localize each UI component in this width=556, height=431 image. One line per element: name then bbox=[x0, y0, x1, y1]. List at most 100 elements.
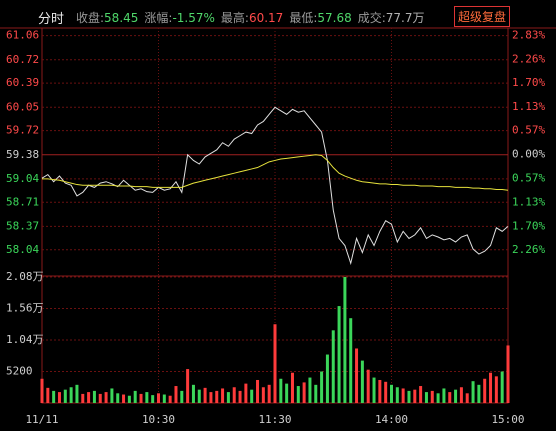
volume-bar bbox=[92, 390, 96, 403]
price-line bbox=[42, 154, 509, 191]
volume-bar bbox=[244, 383, 248, 403]
x-tick-label: 15:00 bbox=[491, 413, 524, 426]
volume-bar bbox=[46, 387, 50, 403]
volume-bar bbox=[162, 394, 166, 403]
volume-bar bbox=[238, 390, 242, 403]
quote-items: 收盘:58.45 涨幅:-1.57% 最高:60.17 最低:57.68 成交:77.7… bbox=[76, 9, 431, 26]
volume-bar bbox=[331, 330, 335, 403]
tab[interactable]: 分时 bbox=[38, 12, 65, 27]
replay-button[interactable]: 超级复盘 bbox=[454, 6, 511, 27]
volume-bar bbox=[174, 386, 178, 403]
volume-bar bbox=[436, 393, 440, 403]
volume-bar bbox=[290, 372, 294, 403]
y-tick-label: 58.71 bbox=[6, 195, 39, 208]
volume-bar bbox=[203, 387, 207, 403]
volume-bar bbox=[69, 387, 73, 403]
volume-bar bbox=[215, 390, 219, 403]
volume-bar bbox=[232, 387, 236, 403]
y2-tick-label: 1.13% bbox=[512, 195, 545, 208]
x-tick-label: 11:30 bbox=[258, 413, 291, 426]
y2-tick-label: 2.26% bbox=[512, 243, 545, 256]
volume-bar bbox=[378, 379, 382, 403]
quote-item: 涨幅:-1.57% bbox=[144, 11, 215, 25]
price-line bbox=[41, 106, 509, 266]
volume-bar bbox=[384, 381, 388, 403]
volume-bar bbox=[110, 388, 114, 403]
volume-bar bbox=[87, 392, 91, 403]
volume-bar bbox=[127, 395, 131, 403]
volume-bar bbox=[424, 392, 428, 403]
volume-bar bbox=[442, 388, 446, 403]
quote-value: 60.17 bbox=[248, 11, 284, 25]
quote-item: 最高:60.17 bbox=[221, 11, 283, 25]
volume-bar bbox=[191, 384, 195, 403]
quote-label: 最高: bbox=[220, 11, 249, 25]
y2-tick-label: 1.13% bbox=[512, 100, 545, 113]
quote-label: 涨幅: bbox=[144, 11, 173, 25]
volume-bar bbox=[401, 388, 405, 403]
volume-bar bbox=[325, 354, 329, 403]
volume-bar bbox=[186, 369, 190, 403]
y-tick-label: 58.04 bbox=[6, 243, 39, 256]
volume-bar bbox=[366, 369, 370, 403]
quote-label: 最低: bbox=[289, 11, 318, 25]
quote-value: 77.7万 bbox=[385, 11, 425, 25]
quote-item: 成交:77.7万 bbox=[358, 11, 425, 25]
volume-bar bbox=[465, 393, 469, 403]
header: 分时 收盘:58.45 涨幅:-1.57% 最高:60.17 最低:57.68 成交:7… bbox=[0, 0, 556, 30]
y-tick-label: 1.04万 bbox=[6, 333, 44, 346]
volume-bar bbox=[413, 389, 417, 403]
y-tick-label: 59.72 bbox=[6, 124, 39, 137]
volume-bar bbox=[308, 377, 312, 403]
y2-tick-label: 1.70% bbox=[512, 76, 545, 89]
volume-bar bbox=[459, 387, 463, 403]
volume-bar bbox=[122, 394, 126, 403]
volume-bar bbox=[116, 393, 120, 403]
volume-bar bbox=[98, 393, 102, 403]
volume-bar bbox=[320, 371, 324, 403]
volume-bar bbox=[40, 378, 44, 403]
volume-bar bbox=[314, 384, 318, 403]
volume-bar bbox=[226, 392, 230, 403]
volume-bar bbox=[390, 384, 393, 403]
volume-bar bbox=[471, 381, 475, 403]
volume-bar bbox=[133, 390, 137, 403]
y-tick-label: 60.39 bbox=[6, 76, 39, 89]
volume-bar bbox=[500, 371, 504, 403]
volume-bar bbox=[63, 389, 67, 403]
quote-item: 收盘:58.45 bbox=[76, 11, 138, 25]
volume-bar bbox=[355, 348, 359, 403]
volume-bar bbox=[75, 384, 79, 403]
volume-bar bbox=[285, 383, 289, 403]
y2-tick-label: 2.26% bbox=[512, 52, 545, 65]
y-tick-label: 1.56万 bbox=[6, 302, 44, 315]
volume-bar bbox=[151, 395, 155, 403]
volume-bar bbox=[454, 389, 458, 403]
volume-bar bbox=[337, 306, 341, 403]
volume-bar bbox=[221, 388, 225, 403]
volume-bar bbox=[180, 390, 184, 403]
volume-bar bbox=[494, 376, 498, 403]
y-tick-label: 61.06 bbox=[6, 29, 39, 42]
volume-bar bbox=[302, 382, 306, 403]
quote-value: -1.57% bbox=[172, 11, 215, 25]
quote-item: 最低:57.68 bbox=[289, 11, 351, 25]
x-tick-label: 11/11 bbox=[25, 413, 58, 426]
quote-value: 58.45 bbox=[104, 11, 139, 25]
y2-tick-label: 2.83% bbox=[512, 28, 545, 41]
y2-tick-label: 0.57% bbox=[512, 172, 545, 185]
volume-bar bbox=[506, 345, 510, 403]
y2-tick-label: 1.70% bbox=[512, 219, 545, 232]
volume-bar bbox=[407, 390, 411, 403]
x-tick-label: 14:00 bbox=[375, 413, 408, 426]
volume-bar bbox=[395, 387, 399, 403]
y-tick-label: 58.37 bbox=[6, 219, 39, 232]
volume-bar bbox=[349, 318, 353, 403]
volume-bar bbox=[267, 384, 271, 403]
x-tick-label: 10:30 bbox=[142, 413, 175, 426]
y2-tick-label: 0.57% bbox=[512, 124, 545, 137]
volume-bar bbox=[145, 392, 149, 403]
volume-bar bbox=[279, 378, 283, 403]
y-tick-label: 5200 bbox=[6, 365, 33, 378]
